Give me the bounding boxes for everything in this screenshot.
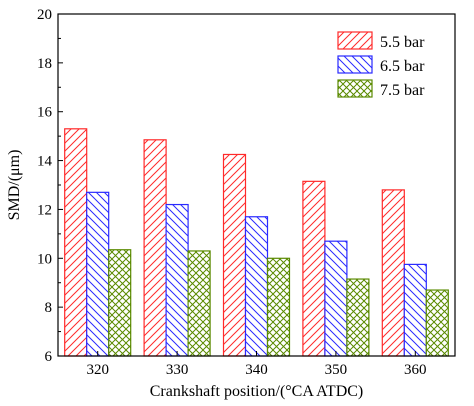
bar-7-5-bar-330 [187,250,211,357]
bars-layer [64,128,449,357]
y-tick-label: 14 [37,154,53,170]
bar-6-5-bar-320 [86,191,110,357]
x-tick-label: 340 [245,362,268,378]
bar-5-5-bar-330 [143,139,167,357]
x-tick-label: 360 [404,362,427,378]
y-tick-label: 12 [37,202,52,218]
bar-5-5-bar-340 [222,153,247,357]
bar-6-5-bar-340 [244,216,269,357]
y-tick-label: 8 [45,300,53,316]
legend-swatch [337,79,373,98]
bar-6-5-bar-360 [403,263,427,357]
y-axis-title: SMD/(μm) [6,150,23,221]
legend-label: 7.5 bar [380,82,425,99]
x-tick-label: 350 [325,362,348,378]
bar-7-5-bar-360 [425,289,449,357]
y-tick-label: 18 [37,56,52,72]
bar-5-5-bar-350 [302,180,326,357]
bar-5-5-bar-320 [64,128,88,357]
legend: 5.5 bar 6.5 bar 7.5 bar [337,31,425,99]
legend-label: 6.5 bar [380,58,425,75]
x-axis-title: Crankshaft position/(°CA ATDC) [150,383,364,400]
bar-6-5-bar-350 [324,240,348,357]
legend-swatch [337,55,373,74]
bar-7-5-bar-320 [108,249,132,357]
x-tick-label: 330 [166,362,189,378]
bar-5-5-bar-360 [381,189,405,357]
y-tick-label: 10 [37,251,52,267]
y-tick-label: 6 [45,349,53,365]
y-tick-label: 20 [37,7,52,23]
axes-layer: 6 8 10 12 14 16 18 20 320 330 340 350 360 [37,7,427,378]
x-tick-label: 320 [86,362,109,378]
y-tick-label: 16 [37,105,53,121]
legend-swatch [337,31,373,50]
bar-7-5-bar-350 [346,278,370,357]
bar-7-5-bar-340 [266,257,291,357]
bar-6-5-bar-330 [165,203,189,357]
legend-label: 5.5 bar [380,34,425,51]
